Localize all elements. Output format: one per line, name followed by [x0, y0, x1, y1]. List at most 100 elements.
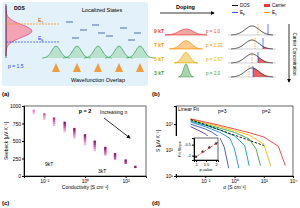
annotation: p=2 — [262, 108, 271, 114]
tick: 10² — [123, 176, 131, 184]
annotation-arrow — [104, 118, 130, 138]
point — [43, 113, 45, 115]
tick: 10⁻² — [201, 176, 211, 184]
et-marker — [249, 66, 250, 77]
label: Carrier Concentration — [292, 32, 297, 76]
tick-label: 500 — [13, 138, 22, 144]
point — [94, 147, 96, 149]
label: p = 1.5 — [8, 63, 24, 69]
point — [94, 143, 96, 145]
doping-arrow — [160, 13, 214, 14]
y-axis: -1-0.5 — [184, 139, 194, 161]
point — [134, 166, 136, 168]
tick-mark — [22, 106, 24, 107]
label: Doping — [176, 4, 195, 10]
panel-a: DOSETEFp = 1.5Localized StatesWavefuncti… — [2, 2, 154, 86]
annotation: p=3 — [218, 108, 227, 114]
et-marker — [252, 52, 253, 63]
wavefunction — [63, 46, 91, 58]
x-axis: 11.52 — [195, 160, 219, 167]
point — [73, 132, 75, 134]
wavefunction — [105, 46, 133, 58]
localized-site — [52, 63, 60, 72]
tick-label: 10² — [166, 147, 174, 153]
localized-level — [106, 36, 113, 37]
label-sub: F — [41, 39, 43, 43]
energy-axis — [6, 4, 7, 58]
x-axis: 10⁻²10⁰10² — [25, 176, 147, 184]
localized-level — [128, 40, 135, 41]
point — [84, 143, 86, 145]
label: 5 kT — [154, 56, 164, 62]
x-axis: 10⁻² 10⁰ 10² 10⁴ — [177, 176, 298, 184]
point — [94, 149, 96, 151]
label: 3 kT — [154, 70, 164, 76]
tick-mark — [22, 141, 24, 142]
series-line — [194, 142, 218, 158]
tick-label: 10³ — [166, 121, 174, 127]
tick-label: 1000 — [10, 103, 21, 109]
label-sub: T — [275, 13, 277, 17]
tick: -1 — [187, 153, 194, 158]
ef-line — [6, 42, 60, 43]
legend-swatch — [264, 12, 270, 13]
label-sub: F — [243, 13, 245, 17]
point — [33, 110, 35, 112]
point — [73, 134, 75, 136]
localized-level — [80, 30, 87, 31]
point — [73, 136, 75, 138]
y-axis: 0 250 500 750 1000 — [10, 103, 25, 179]
point — [43, 117, 45, 119]
plot-area — [24, 106, 137, 168]
background — [2, 2, 148, 86]
panel-b: DopingDOSCarrierEFETCarrier Concentratio… — [154, 3, 297, 82]
point — [73, 130, 75, 132]
point — [63, 126, 65, 128]
tick: 1.5 — [204, 160, 210, 167]
localized-site — [94, 63, 102, 72]
tick-label: 250 — [13, 156, 22, 162]
localized-site — [115, 63, 123, 72]
legend-label: ET — [272, 10, 277, 17]
label: ET — [38, 17, 44, 25]
panel-label: (d) — [152, 200, 160, 206]
tick: 1 — [195, 160, 198, 167]
plot-area — [194, 142, 218, 158]
tick-label: 2 — [215, 162, 218, 167]
tick-label: 10¹ — [166, 173, 174, 179]
figure: (a)(b)(c)(d)DOSETEFp = 1.5Localized Stat… — [0, 0, 300, 208]
label: Localized States — [82, 7, 123, 13]
plot-frame — [194, 138, 218, 160]
wavefunction — [126, 46, 154, 58]
tick: 750 — [13, 121, 24, 127]
tick-mark — [192, 156, 194, 157]
point — [104, 147, 106, 149]
label: EF — [38, 35, 43, 43]
tick-label: 0 — [18, 173, 21, 179]
localized-level — [134, 33, 141, 34]
localized-site — [73, 63, 81, 72]
legend-swatch — [232, 5, 238, 6]
dos-outline — [231, 40, 273, 49]
tick: 1000 — [10, 103, 24, 109]
wavefunction — [84, 46, 112, 58]
y-axis-title: S [μV K⁻¹] — [155, 129, 161, 152]
point — [104, 149, 106, 151]
tick-label: 10⁰ — [231, 178, 239, 184]
ef-marker — [258, 52, 259, 63]
tick-label: 10⁴ — [290, 178, 298, 184]
annotation: Linear Fit — [178, 106, 199, 112]
point — [53, 117, 55, 119]
tick-label: 750 — [13, 121, 22, 127]
chart: 10⁻²10⁰10²02505007501000Conductivity [S … — [3, 103, 147, 190]
tick: 0 — [18, 173, 24, 179]
point — [94, 141, 96, 143]
point — [53, 122, 55, 124]
tick: 500 — [13, 138, 24, 144]
dos-outline — [231, 68, 273, 77]
row-dos — [174, 52, 198, 62]
wavefunction — [42, 46, 70, 58]
baseline — [228, 77, 276, 78]
tick: 10² — [261, 176, 269, 184]
panel-label: (b) — [152, 91, 160, 97]
